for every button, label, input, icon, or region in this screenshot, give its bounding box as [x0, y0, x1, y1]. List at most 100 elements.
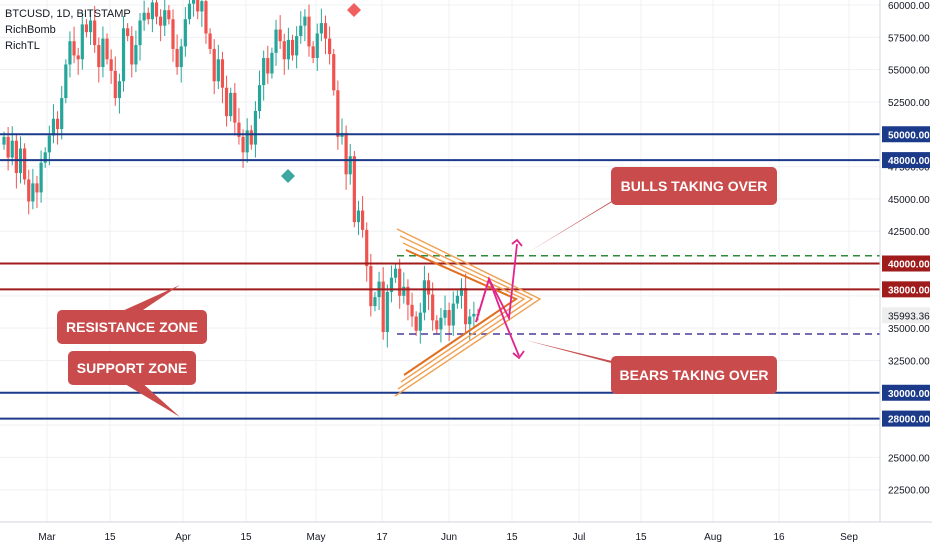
candle-body[interactable]: [229, 92, 233, 117]
candle-body[interactable]: [245, 130, 249, 153]
candle-body[interactable]: [468, 316, 472, 325]
candle-body[interactable]: [344, 132, 348, 175]
price-tag-38000.00[interactable]: [882, 281, 930, 298]
candle-body[interactable]: [212, 48, 216, 82]
candle-body[interactable]: [295, 36, 299, 56]
candle-body[interactable]: [356, 210, 361, 223]
candle-body[interactable]: [365, 229, 369, 267]
candle-body[interactable]: [68, 41, 72, 65]
candle-body[interactable]: [23, 148, 27, 180]
symbol-legend[interactable]: BTCUSD, 1D, BITSTAMP: [5, 8, 131, 20]
candle-body[interactable]: [154, 2, 159, 17]
candle-body[interactable]: [299, 25, 303, 37]
candle-body[interactable]: [303, 16, 307, 26]
candle-body[interactable]: [237, 122, 241, 137]
triangle-pattern-line[interactable]: [394, 228, 542, 397]
candle-body[interactable]: [352, 156, 356, 223]
candle-body[interactable]: [443, 310, 447, 318]
candle-body[interactable]: [47, 135, 51, 153]
candle-body[interactable]: [447, 310, 451, 326]
candle-body[interactable]: [97, 45, 101, 68]
candle-body[interactable]: [393, 268, 398, 278]
candle-body[interactable]: [204, 1, 208, 34]
candle-body[interactable]: [253, 110, 258, 145]
candle-body[interactable]: [88, 20, 93, 33]
candle-body[interactable]: [159, 16, 163, 26]
candle-body[interactable]: [192, 0, 196, 4]
candle-body[interactable]: [6, 136, 10, 158]
candle-body[interactable]: [224, 87, 229, 117]
candle-body[interactable]: [60, 98, 64, 130]
candle-body[interactable]: [187, 3, 192, 20]
candle-body[interactable]: [282, 41, 286, 60]
candle-body[interactable]: [414, 316, 418, 331]
candle-body[interactable]: [43, 152, 47, 163]
candle-body[interactable]: [121, 28, 126, 82]
candle-body[interactable]: [402, 286, 406, 296]
triangle-pattern-line[interactable]: [397, 235, 534, 390]
candle-body[interactable]: [418, 312, 422, 331]
candle-body[interactable]: [249, 130, 253, 145]
candle-body[interactable]: [459, 288, 464, 296]
candle-body[interactable]: [360, 210, 365, 230]
triangle-pattern-line[interactable]: [400, 242, 526, 383]
candle-body[interactable]: [319, 23, 323, 34]
candle-body[interactable]: [150, 2, 154, 20]
candle-body[interactable]: [167, 10, 171, 20]
candle-body[interactable]: [14, 140, 18, 174]
candle-body[interactable]: [435, 320, 439, 330]
triangle-pattern-line[interactable]: [403, 249, 519, 376]
candle-body[interactable]: [266, 57, 270, 74]
candle-body[interactable]: [406, 286, 410, 305]
candle-body[interactable]: [262, 57, 266, 86]
candle-body[interactable]: [472, 313, 476, 317]
candle-body[interactable]: [315, 33, 319, 58]
candle-body[interactable]: [175, 48, 179, 68]
candle-body[interactable]: [10, 140, 14, 158]
candle-body[interactable]: [426, 280, 431, 295]
resistance-zone-callout-box[interactable]: [57, 310, 207, 344]
candle-body[interactable]: [410, 304, 414, 317]
candle-body[interactable]: [142, 12, 146, 21]
buy-signal-marker[interactable]: [281, 169, 295, 183]
candle-body[interactable]: [31, 183, 35, 202]
candle-body[interactable]: [126, 28, 130, 37]
candle-body[interactable]: [138, 20, 142, 46]
candle-body[interactable]: [208, 33, 212, 49]
candle-body[interactable]: [431, 294, 435, 321]
candle-body[interactable]: [307, 16, 311, 47]
support-zone-callout-box[interactable]: [68, 351, 196, 385]
candle-body[interactable]: [55, 118, 60, 130]
candle-body[interactable]: [311, 46, 315, 58]
candle-body[interactable]: [270, 52, 274, 74]
candle-body[interactable]: [451, 303, 455, 326]
candle-body[interactable]: [278, 29, 282, 42]
candle-body[interactable]: [130, 36, 134, 65]
candle-body[interactable]: [2, 136, 6, 145]
price-tag-50000.00[interactable]: [882, 126, 930, 143]
bulls-taking-over-callout-box[interactable]: [611, 167, 777, 205]
price-tag-48000.00[interactable]: [882, 152, 930, 169]
candle-body[interactable]: [257, 85, 262, 111]
candle-body[interactable]: [171, 19, 175, 49]
price-tag-30000.00[interactable]: [882, 384, 930, 401]
candle-body[interactable]: [27, 179, 31, 202]
candle-body[interactable]: [39, 162, 43, 193]
candle-body[interactable]: [455, 295, 459, 304]
candle-body[interactable]: [336, 90, 340, 137]
candle-body[interactable]: [80, 24, 84, 60]
candle-body[interactable]: [113, 70, 117, 99]
candle-body[interactable]: [163, 10, 167, 26]
candle-body[interactable]: [134, 45, 138, 65]
candle-body[interactable]: [196, 0, 200, 12]
candle-body[interactable]: [274, 29, 278, 53]
price-tag-40000.00[interactable]: [882, 255, 930, 272]
candle-body[interactable]: [233, 92, 237, 123]
candle-body[interactable]: [328, 38, 332, 55]
candle-body[interactable]: [385, 291, 389, 333]
candle-body[interactable]: [464, 288, 468, 325]
candle-body[interactable]: [398, 268, 402, 296]
candle-body[interactable]: [369, 266, 373, 307]
candle-body[interactable]: [51, 118, 56, 136]
